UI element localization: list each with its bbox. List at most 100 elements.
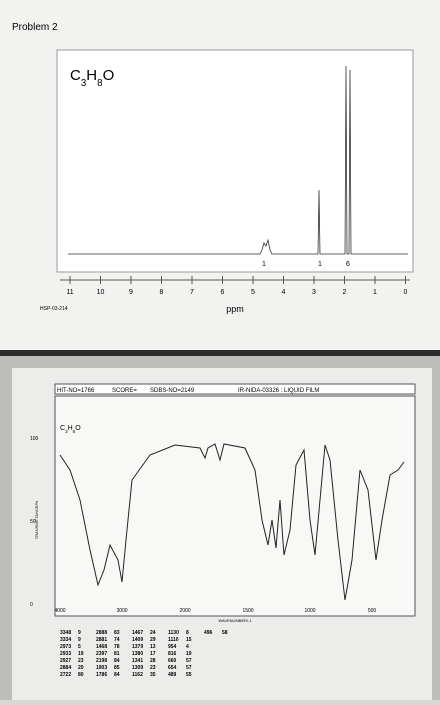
ir-y-title: TRANSMITTANCE/% xyxy=(34,500,39,539)
peak-cell: 29 xyxy=(150,637,156,643)
peak-cell: 20 xyxy=(78,665,84,671)
ir-frame xyxy=(54,395,416,617)
nmr-tick-label: 5 xyxy=(251,289,255,296)
peak-cell: 2884 xyxy=(60,665,71,671)
peak-cell: 1110 xyxy=(168,637,179,643)
peak-cell: 9 xyxy=(78,630,81,636)
nmr-axis-title: ppm xyxy=(226,304,244,314)
nmr-formula: C3H8O xyxy=(70,67,114,89)
peak-cell: 19 xyxy=(78,651,84,657)
nmr-tick-label: 8 xyxy=(160,289,164,296)
peak-cell: 5 xyxy=(78,644,81,650)
peak-cell: 58 xyxy=(222,630,228,636)
peak-cell: 84 xyxy=(114,672,120,678)
nmr-tick-label: 3 xyxy=(312,289,316,296)
nmr-code: HSP-03-214 xyxy=(40,306,68,312)
nmr-tick-label: 2 xyxy=(343,289,347,296)
nmr-spectrum xyxy=(68,65,408,255)
peak-cell: 23 xyxy=(150,665,156,671)
formula-part: H xyxy=(86,67,97,84)
separator xyxy=(0,350,440,356)
peak-cell: 954 xyxy=(168,644,177,650)
peak-cell: 2881 xyxy=(96,637,107,643)
peak-cell: 1341 xyxy=(132,658,143,664)
peak-cell: 74 xyxy=(114,637,120,643)
nmr-ticks: 11 10 9 8 7 6 5 4 3 2 1 0 xyxy=(66,276,408,296)
peak-cell: 28 xyxy=(150,658,156,664)
formula-part: 3 xyxy=(65,429,68,434)
ir-spectrum xyxy=(59,443,405,601)
formula-part: H xyxy=(68,425,73,432)
nmr-tick-label: 11 xyxy=(66,289,73,296)
ir-x-label: 1000 xyxy=(304,608,315,614)
peak-cell: 1786 xyxy=(96,672,107,678)
peak-cell: 78 xyxy=(114,644,120,650)
ir-ticks: 4000 3000 2000 1500 1000 500 xyxy=(54,608,376,614)
ir-x-title: WAVENUMBER/-1 xyxy=(218,618,252,623)
peak-cell: 489 xyxy=(168,672,177,678)
ir-y-label: 0 xyxy=(30,602,33,608)
formula-part: O xyxy=(75,425,81,432)
ir-y-label: 50 xyxy=(30,519,36,525)
ir-header: HIT-NO=1766 xyxy=(57,388,95,394)
ir-x-label: 2000 xyxy=(179,608,190,614)
nmr-frame xyxy=(56,49,414,273)
nmr-tick-label: 0 xyxy=(404,289,408,296)
formula-part: C xyxy=(70,67,81,84)
ir-y-label: 100 xyxy=(30,436,39,442)
peak-cell: 2397 xyxy=(96,651,107,657)
peak-cell: 3348 xyxy=(60,630,71,636)
nmr-tick-label: 7 xyxy=(190,289,194,296)
formula-part: O xyxy=(103,67,115,84)
formula-part: 8 xyxy=(73,429,76,434)
ir-header-bar xyxy=(54,383,416,395)
peak-cell: 1379 xyxy=(132,644,143,650)
peak-cell: 57 xyxy=(186,665,192,671)
ir-x-label: 3000 xyxy=(116,608,127,614)
nmr-tick-label: 9 xyxy=(129,289,133,296)
peak-cell: 2973 xyxy=(60,644,71,650)
peak-cell: 1468 xyxy=(96,644,107,650)
nmr-tick-label: 6 xyxy=(221,289,225,296)
peak-cell: 1309 xyxy=(132,665,143,671)
peak-cell: 13 xyxy=(150,644,156,650)
peak-cell: 1409 xyxy=(132,637,143,643)
peak-cell: 85 xyxy=(114,665,120,671)
peak-cell: 17 xyxy=(150,651,156,657)
peak-cell: 23 xyxy=(78,658,84,664)
peak-cell: 15 xyxy=(186,637,192,643)
peak-cell: 1903 xyxy=(96,665,107,671)
integral: 6 xyxy=(346,261,350,268)
peak-cell: 57 xyxy=(186,658,192,664)
peak-cell: 2933 xyxy=(60,651,71,657)
ir-x-label: 500 xyxy=(368,608,377,614)
peak-cell: 2888 xyxy=(96,630,107,636)
peak-cell: 1130 xyxy=(168,630,179,636)
ir-x-label: 1500 xyxy=(242,608,253,614)
peak-cell: 2722 xyxy=(60,672,71,678)
integral: 1 xyxy=(318,261,322,268)
peak-cell: 496 xyxy=(204,630,213,636)
ir-header: IR-NIDA-03326 : LIQUID FILM xyxy=(238,388,319,394)
ir-x-label: 4000 xyxy=(54,608,65,614)
peak-cell: 2927 xyxy=(60,658,71,664)
ir-formula: C3H8O xyxy=(60,425,81,434)
peak-cell: 9 xyxy=(78,637,81,643)
peak-cell: 3334 xyxy=(60,637,71,643)
formula-part: 8 xyxy=(97,78,102,89)
peak-cell: 816 xyxy=(168,651,177,657)
peak-cell: 1162 xyxy=(132,672,143,678)
peak-cell: 35 xyxy=(150,672,156,678)
formula-part: 3 xyxy=(81,78,86,89)
peak-cell: 55 xyxy=(186,672,192,678)
peak-cell: 4 xyxy=(186,644,189,650)
title: Problem 2 xyxy=(12,22,58,33)
formula-part: C xyxy=(60,425,65,432)
peak-cell: 19 xyxy=(186,651,192,657)
nmr-tick-label: 4 xyxy=(282,289,286,296)
nmr-tick-label: 1 xyxy=(373,289,377,296)
peak-cell: 1467 xyxy=(132,630,143,636)
peak-cell: 654 xyxy=(168,665,177,671)
